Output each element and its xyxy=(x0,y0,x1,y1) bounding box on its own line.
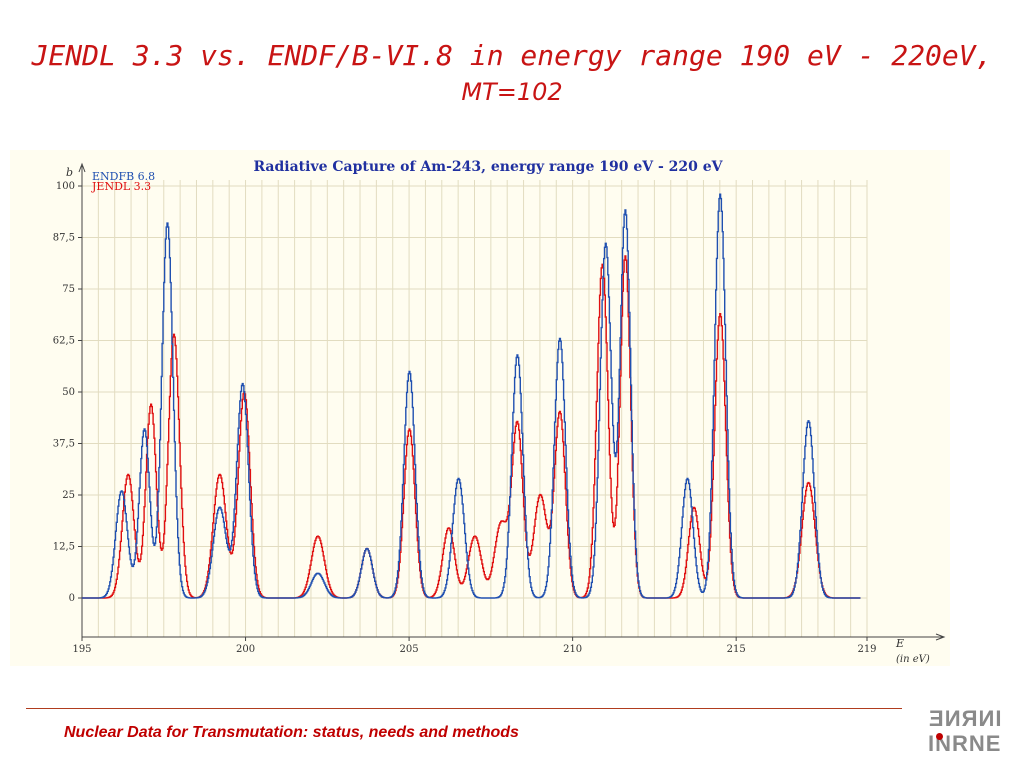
x-tick-label: 205 xyxy=(400,644,419,655)
footer-text: Nuclear Data for Transmutation: status, … xyxy=(64,724,519,741)
y-tick-label: 12,5 xyxy=(53,542,75,553)
inrne-logo: INRNE INRNE xyxy=(928,706,1012,762)
chart-title: Radiative Capture of Am-243, energy rang… xyxy=(253,159,723,175)
slide-title: JENDL 3.3 vs. ENDF/B-VI.8 in energy rang… xyxy=(0,38,1024,110)
x-axis-arrow-icon xyxy=(935,633,946,641)
y-tick-label: 37,5 xyxy=(53,439,75,450)
x-tick-label: 200 xyxy=(236,644,255,655)
chart-background xyxy=(10,150,950,666)
y-tick-label: 25 xyxy=(62,490,75,501)
series-line-endfb xyxy=(82,193,861,599)
footer-divider xyxy=(26,708,902,709)
logo-dot-icon xyxy=(936,733,943,740)
y-tick-label: 50 xyxy=(62,387,75,398)
y-tick-label: 0 xyxy=(69,593,75,604)
x-axis-label: E xyxy=(895,637,904,650)
slide-title-line1: JENDL 3.3 vs. ENDF/B-VI.8 in energy rang… xyxy=(31,39,993,72)
chart-axes xyxy=(78,162,946,641)
x-axis-unit: (in eV) xyxy=(896,654,930,665)
y-tick-label: 100 xyxy=(56,181,75,192)
legend-entry-jendl: JENDL 3.3 xyxy=(91,180,151,193)
slide-title-line2: MT=102 xyxy=(461,78,563,106)
y-tick-label: 87,5 xyxy=(53,233,75,244)
logo-mirrored-text: INRNE xyxy=(928,706,1002,731)
series-line-jendl xyxy=(82,255,861,599)
x-tick-label: 210 xyxy=(563,644,582,655)
cross-section-chart: 0 12,5 25 37,5 50 62,5 75 87,5 100 195 200 205 210 21… xyxy=(10,150,950,666)
y-axis-label: b xyxy=(66,166,73,179)
chart-ticks: 0 12,5 25 37,5 50 62,5 75 87,5 100 195 200 205 210 21… xyxy=(53,181,877,655)
y-tick-label: 75 xyxy=(62,284,75,295)
x-tick-label: 215 xyxy=(727,644,746,655)
y-tick-label: 62,5 xyxy=(53,336,75,347)
y-axis-arrow-icon xyxy=(78,162,86,173)
chart-series xyxy=(82,193,861,599)
legend-entry-endfb: ENDFB 6.8 xyxy=(92,170,155,183)
x-tick-label: 195 xyxy=(72,644,91,655)
chart-container: 0 12,5 25 37,5 50 62,5 75 87,5 100 195 200 205 210 21… xyxy=(10,150,950,666)
x-tick-label: 219 xyxy=(857,644,876,655)
